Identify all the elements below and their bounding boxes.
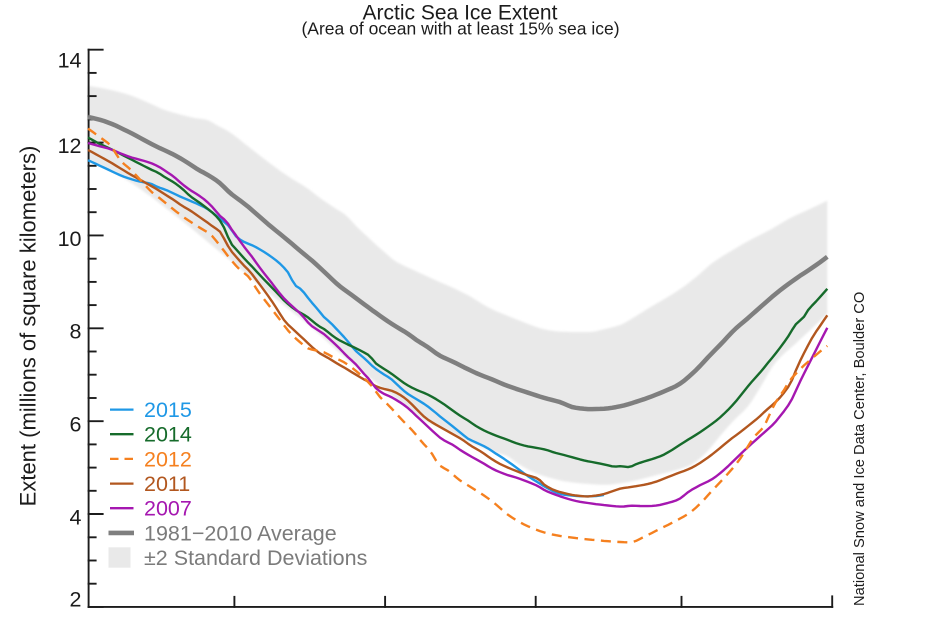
svg-text:2: 2 — [70, 587, 82, 611]
svg-text:10: 10 — [58, 227, 82, 251]
svg-text:8: 8 — [70, 320, 82, 344]
svg-text:±2 Standard Deviations: ±2 Standard Deviations — [144, 546, 367, 570]
svg-text:(Area of ocean with at least 1: (Area of ocean with at least 15% sea ice… — [301, 19, 619, 39]
svg-text:4: 4 — [70, 505, 82, 529]
svg-text:2012: 2012 — [144, 447, 192, 471]
svg-text:National Snow and Ice Data Cen: National Snow and Ice Data Center, Bould… — [852, 292, 868, 606]
svg-text:1981−2010 Average: 1981−2010 Average — [144, 521, 337, 545]
svg-text:Arctic Sea Ice Extent: Arctic Sea Ice Extent — [363, 2, 558, 25]
svg-text:12: 12 — [58, 134, 82, 158]
svg-text:2007: 2007 — [144, 497, 192, 521]
svg-text:2011: 2011 — [144, 472, 190, 496]
svg-text:2014: 2014 — [144, 423, 192, 447]
svg-text:14: 14 — [58, 48, 82, 72]
svg-text:Extent (millions of square kil: Extent (millions of square kilometers) — [16, 146, 41, 507]
svg-text:2015: 2015 — [144, 398, 192, 422]
svg-text:6: 6 — [70, 413, 82, 437]
